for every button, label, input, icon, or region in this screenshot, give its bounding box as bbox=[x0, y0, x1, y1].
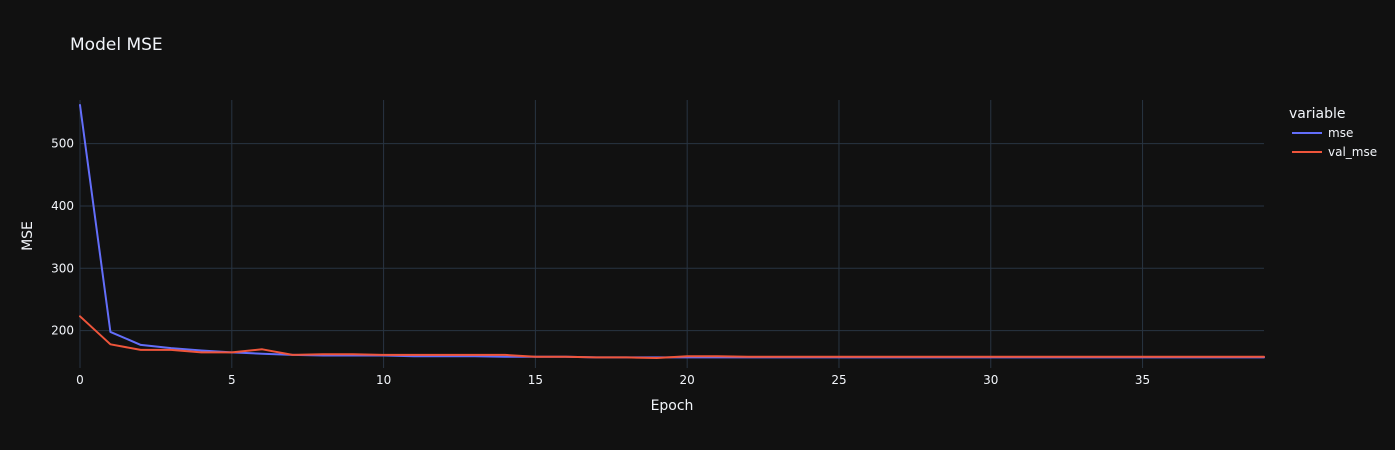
y-tick-label: 500 bbox=[51, 137, 74, 151]
series-lines bbox=[79, 104, 1265, 359]
legend-title: variable bbox=[1289, 106, 1345, 122]
y-axis-label: MSE bbox=[20, 221, 36, 251]
x-tick-label: 35 bbox=[1135, 373, 1150, 387]
y-axis-ticks: 200 300 400 500 bbox=[51, 137, 74, 338]
legend-label-mse: mse bbox=[1328, 126, 1353, 140]
x-tick-label: 20 bbox=[680, 373, 695, 387]
x-tick-label: 10 bbox=[376, 373, 391, 387]
x-tick-label: 15 bbox=[528, 373, 543, 387]
y-tick-label: 400 bbox=[51, 199, 74, 213]
grid-lines bbox=[79, 100, 1264, 368]
series-line-val-mse bbox=[79, 315, 1265, 359]
x-tick-label: 30 bbox=[983, 373, 998, 387]
legend: variable mse val_mse bbox=[1289, 106, 1377, 159]
y-tick-label: 300 bbox=[51, 261, 74, 275]
x-axis-label: Epoch bbox=[651, 398, 694, 414]
chart-title: Model MSE bbox=[70, 35, 163, 55]
x-axis-ticks: 0 5 10 15 20 25 30 35 bbox=[76, 373, 1150, 387]
x-tick-label: 0 bbox=[76, 373, 84, 387]
y-tick-label: 200 bbox=[51, 324, 74, 338]
legend-label-val-mse: val_mse bbox=[1328, 145, 1377, 159]
x-tick-label: 5 bbox=[228, 373, 236, 387]
x-tick-label: 25 bbox=[831, 373, 846, 387]
